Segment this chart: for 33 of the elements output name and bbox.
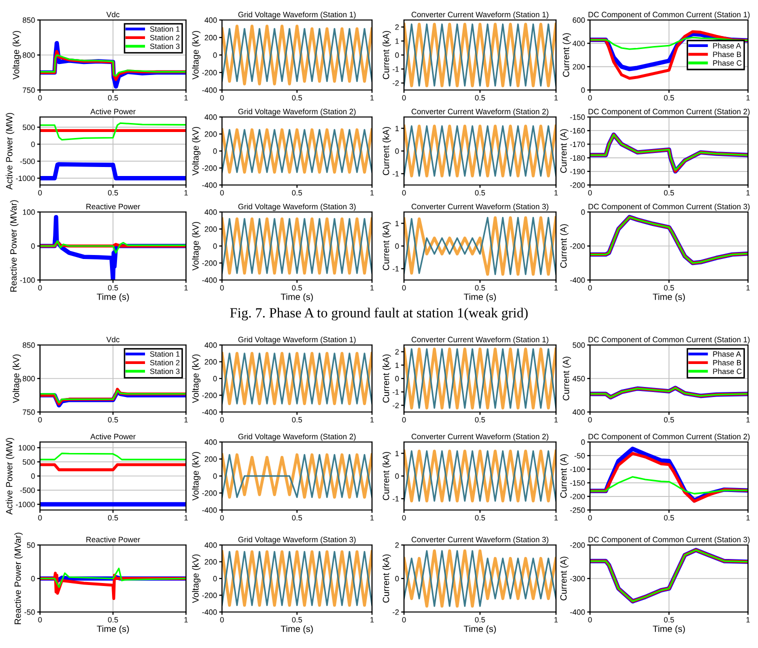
x-axis-title: Time (s)	[96, 293, 129, 302]
y-axis-title: Current (A)	[560, 224, 568, 268]
y-axis-title: Current (kA)	[382, 30, 391, 80]
y-axis-title: Reactive Power (MVar)	[10, 200, 18, 292]
y-axis-title: Active Power (MW)	[6, 438, 14, 515]
x-axis-title: Time (s)	[652, 293, 685, 302]
y-axis-title: Voltage (kV)	[12, 30, 22, 80]
x-axis-title: Time (s)	[464, 293, 496, 302]
y-axis-title: Current (A)	[560, 129, 568, 173]
x-axis-title: Time (s)	[464, 625, 496, 634]
x-axis-title: Time (s)	[652, 625, 685, 634]
y-axis-title: Current (A)	[560, 556, 568, 600]
y-axis-title: Voltage (kV)	[192, 126, 200, 176]
y-axis-title: Current (kA)	[382, 452, 391, 500]
y-axis-title: Current (kA)	[382, 222, 391, 270]
x-axis-title: Time (s)	[96, 625, 129, 634]
y-axis-title: Voltage (kV)	[192, 30, 200, 80]
y-axis-title: Current (A)	[562, 356, 571, 400]
x-axis-title: Time (s)	[280, 625, 313, 634]
y-axis-title: Active Power (MW)	[6, 112, 14, 190]
y-axis-title: Voltage (kV)	[192, 222, 200, 271]
x-axis-title: Time (s)	[280, 293, 313, 302]
y-axis-title: Current (kA)	[382, 126, 391, 176]
y-axis-title: Voltage (kV)	[192, 354, 200, 404]
y-axis-title: Voltage (kV)	[192, 452, 200, 501]
y-axis-title: Voltage (kV)	[12, 354, 22, 404]
y-axis-title: Current (kA)	[382, 354, 391, 403]
y-axis-title: Voltage (kV)	[192, 554, 200, 604]
y-axis-title: Current (A)	[562, 33, 571, 77]
y-axis-title: Current (A)	[560, 454, 568, 498]
y-axis-title: Current (kA)	[382, 554, 391, 603]
caption: Fig. 7. Phase A to ground fault at station 1(weak grid)	[230, 308, 528, 320]
y-axis-title: Reactive Power (MVar)	[14, 532, 23, 624]
